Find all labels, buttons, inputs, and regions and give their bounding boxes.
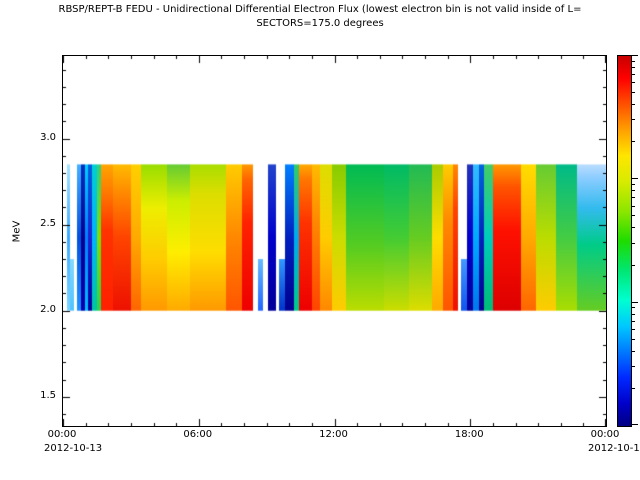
colorbar-tick bbox=[632, 366, 635, 367]
colorbar-tick bbox=[632, 104, 635, 105]
spectrogram-canvas bbox=[63, 56, 606, 426]
plot-area bbox=[62, 55, 607, 427]
colorbar-tick bbox=[632, 82, 635, 83]
plot-subtitle: SECTORS=175.0 degrees bbox=[256, 18, 384, 29]
y-tick-label: 2.5 bbox=[40, 217, 56, 229]
x-axis-date-end: 2012-10-14 bbox=[588, 443, 640, 454]
colorbar-tick bbox=[632, 178, 638, 179]
y-tick-label: 2.0 bbox=[40, 303, 56, 315]
x-tick-label: 06:00 bbox=[183, 429, 213, 440]
colorbar-tick bbox=[632, 197, 635, 198]
plot-title: RBSP/REPT-B FEDU - Unidirectional Differ… bbox=[58, 4, 582, 15]
colorbar-tick bbox=[632, 206, 635, 207]
colorbar-tick bbox=[632, 190, 635, 191]
x-axis-date-start: 2012-10-13 bbox=[44, 443, 103, 454]
colorbar-tick bbox=[632, 339, 635, 340]
colorbar-tick bbox=[632, 215, 635, 216]
x-tick-label: 12:00 bbox=[319, 429, 348, 440]
colorbar-tick bbox=[632, 388, 635, 389]
y-axis-label: MeV bbox=[11, 220, 23, 243]
colorbar-tick bbox=[632, 329, 635, 330]
y-tick-label: 1.5 bbox=[40, 389, 56, 401]
colorbar-tick bbox=[632, 227, 635, 228]
colorbar-tick bbox=[632, 141, 635, 142]
colorbar bbox=[617, 55, 632, 427]
colorbar-tick bbox=[632, 92, 635, 93]
colorbar-tick bbox=[632, 314, 635, 315]
y-tick-label: 3.0 bbox=[40, 131, 56, 143]
colorbar-tick bbox=[632, 302, 638, 303]
x-tick-label: 00:00 bbox=[47, 429, 77, 440]
colorbar-tick bbox=[632, 307, 635, 308]
colorbar-tick bbox=[632, 321, 635, 322]
colorbar-tick bbox=[632, 351, 635, 352]
colorbar-tick bbox=[632, 74, 635, 75]
colorbar-tick bbox=[632, 61, 635, 62]
colorbar-tick bbox=[632, 243, 635, 244]
colorbar-tick bbox=[632, 184, 635, 185]
colorbar-tick bbox=[632, 67, 635, 68]
colorbar-tick bbox=[632, 265, 635, 266]
colorbar-tick bbox=[632, 119, 635, 120]
colorbar-tick bbox=[632, 424, 638, 425]
x-tick-label: 00:00 bbox=[590, 429, 620, 440]
colorbar-tick bbox=[632, 55, 638, 56]
x-tick-label: 18:00 bbox=[454, 429, 484, 440]
